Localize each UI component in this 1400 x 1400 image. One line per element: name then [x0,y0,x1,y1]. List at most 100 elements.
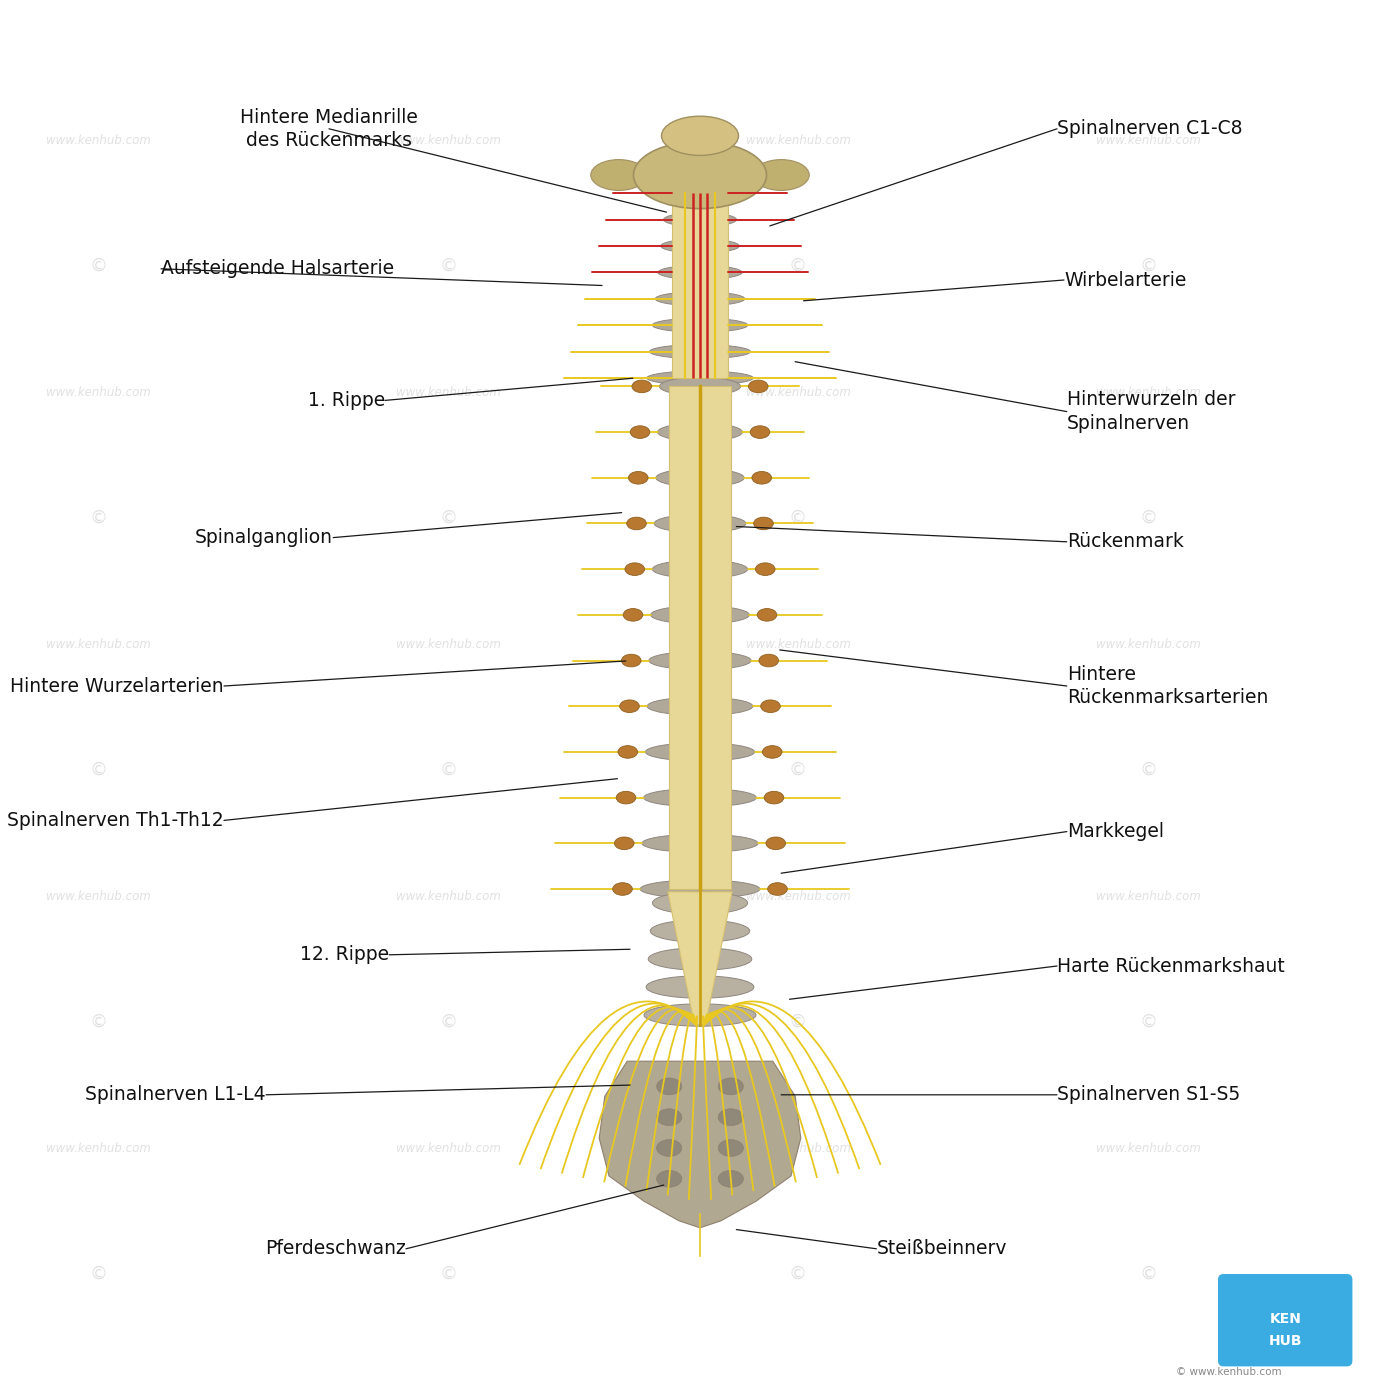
Ellipse shape [752,472,771,484]
Text: Hintere Wurzelarterien: Hintere Wurzelarterien [10,676,224,696]
Text: Pferdeschwanz: Pferdeschwanz [265,1239,406,1259]
Text: www.kenhub.com: www.kenhub.com [396,133,500,147]
Ellipse shape [613,883,633,896]
Text: Hintere Medianrille
des Rückenmarks: Hintere Medianrille des Rückenmarks [239,108,419,150]
Ellipse shape [749,379,769,392]
Ellipse shape [630,426,650,438]
Ellipse shape [647,697,753,715]
Ellipse shape [648,651,750,669]
Text: ©: © [1140,510,1156,526]
Ellipse shape [655,469,745,487]
Ellipse shape [657,1140,682,1156]
Text: ©: © [790,510,806,526]
Ellipse shape [633,141,767,209]
Text: ©: © [1140,762,1156,778]
Text: ©: © [440,258,456,274]
Text: Steißbeinnerv: Steißbeinnerv [876,1239,1007,1259]
Text: ©: © [440,510,456,526]
Ellipse shape [718,1109,743,1126]
Ellipse shape [658,423,742,441]
Text: 1. Rippe: 1. Rippe [308,391,385,410]
Text: KEN: KEN [1270,1312,1301,1326]
Ellipse shape [760,700,780,713]
Text: ©: © [790,1014,806,1030]
Ellipse shape [651,606,749,624]
Text: ©: © [90,258,106,274]
Ellipse shape [759,654,778,666]
PathPatch shape [672,193,728,378]
Text: © www.kenhub.com: © www.kenhub.com [1176,1366,1282,1378]
Text: www.kenhub.com: www.kenhub.com [46,385,150,399]
Bar [669,386,731,889]
Text: www.kenhub.com: www.kenhub.com [396,385,500,399]
Text: www.kenhub.com: www.kenhub.com [1096,385,1200,399]
Ellipse shape [641,834,759,853]
Ellipse shape [620,700,640,713]
Text: Aufsteigende Halsarterie: Aufsteigende Halsarterie [161,259,395,279]
Ellipse shape [647,371,753,385]
Text: Spinalganglion: Spinalganglion [195,528,333,547]
Ellipse shape [652,892,748,914]
Text: ©: © [90,762,106,778]
Text: ©: © [1140,1266,1156,1282]
Text: ©: © [790,258,806,274]
Polygon shape [599,1061,801,1228]
Text: www.kenhub.com: www.kenhub.com [396,1141,500,1155]
Text: ©: © [440,1266,456,1282]
Ellipse shape [750,426,770,438]
Ellipse shape [631,379,651,392]
Text: ©: © [90,1266,106,1282]
Ellipse shape [591,160,647,190]
Ellipse shape [650,920,750,942]
Text: www.kenhub.com: www.kenhub.com [746,1141,850,1155]
Ellipse shape [664,213,736,227]
Ellipse shape [617,746,637,759]
Ellipse shape [640,881,760,899]
Text: www.kenhub.com: www.kenhub.com [746,637,850,651]
Ellipse shape [757,609,777,622]
Text: www.kenhub.com: www.kenhub.com [746,385,850,399]
Text: ©: © [1140,258,1156,274]
Text: www.kenhub.com: www.kenhub.com [1096,1141,1200,1155]
Ellipse shape [661,116,739,155]
Ellipse shape [753,517,773,529]
Ellipse shape [650,344,750,358]
Text: www.kenhub.com: www.kenhub.com [1096,637,1200,651]
Ellipse shape [657,1109,682,1126]
Ellipse shape [718,1170,743,1187]
Ellipse shape [659,377,741,395]
Text: ©: © [440,762,456,778]
Text: www.kenhub.com: www.kenhub.com [1096,889,1200,903]
Ellipse shape [657,1170,682,1187]
Text: www.kenhub.com: www.kenhub.com [746,133,850,147]
Text: Spinalnerven L1-L4: Spinalnerven L1-L4 [85,1085,266,1105]
Text: Harte Rückenmarkshaut: Harte Rückenmarkshaut [1057,956,1285,976]
Text: 12. Rippe: 12. Rippe [300,945,389,965]
Text: Spinalnerven Th1-Th12: Spinalnerven Th1-Th12 [7,811,224,830]
Text: Spinalnerven C1-C8: Spinalnerven C1-C8 [1057,119,1243,139]
Ellipse shape [645,743,755,762]
Text: ©: © [440,1014,456,1030]
Text: Wirbelarterie: Wirbelarterie [1064,270,1186,290]
Text: Markkegel: Markkegel [1067,822,1163,841]
Text: www.kenhub.com: www.kenhub.com [46,133,150,147]
Text: www.kenhub.com: www.kenhub.com [746,889,850,903]
Ellipse shape [767,883,787,896]
Text: www.kenhub.com: www.kenhub.com [46,637,150,651]
Text: Hinterwurzeln der
Spinalnerven: Hinterwurzeln der Spinalnerven [1067,391,1235,433]
Ellipse shape [652,318,748,332]
Ellipse shape [627,517,647,529]
Text: HUB: HUB [1268,1334,1302,1348]
Ellipse shape [624,563,644,575]
Ellipse shape [616,791,636,804]
Text: www.kenhub.com: www.kenhub.com [396,637,500,651]
Ellipse shape [644,1004,756,1026]
FancyBboxPatch shape [1218,1274,1352,1366]
Ellipse shape [647,976,753,998]
Text: ©: © [790,1266,806,1282]
Ellipse shape [644,788,756,806]
Text: ©: © [1140,1014,1156,1030]
Ellipse shape [623,609,643,622]
Ellipse shape [764,791,784,804]
Ellipse shape [629,472,648,484]
